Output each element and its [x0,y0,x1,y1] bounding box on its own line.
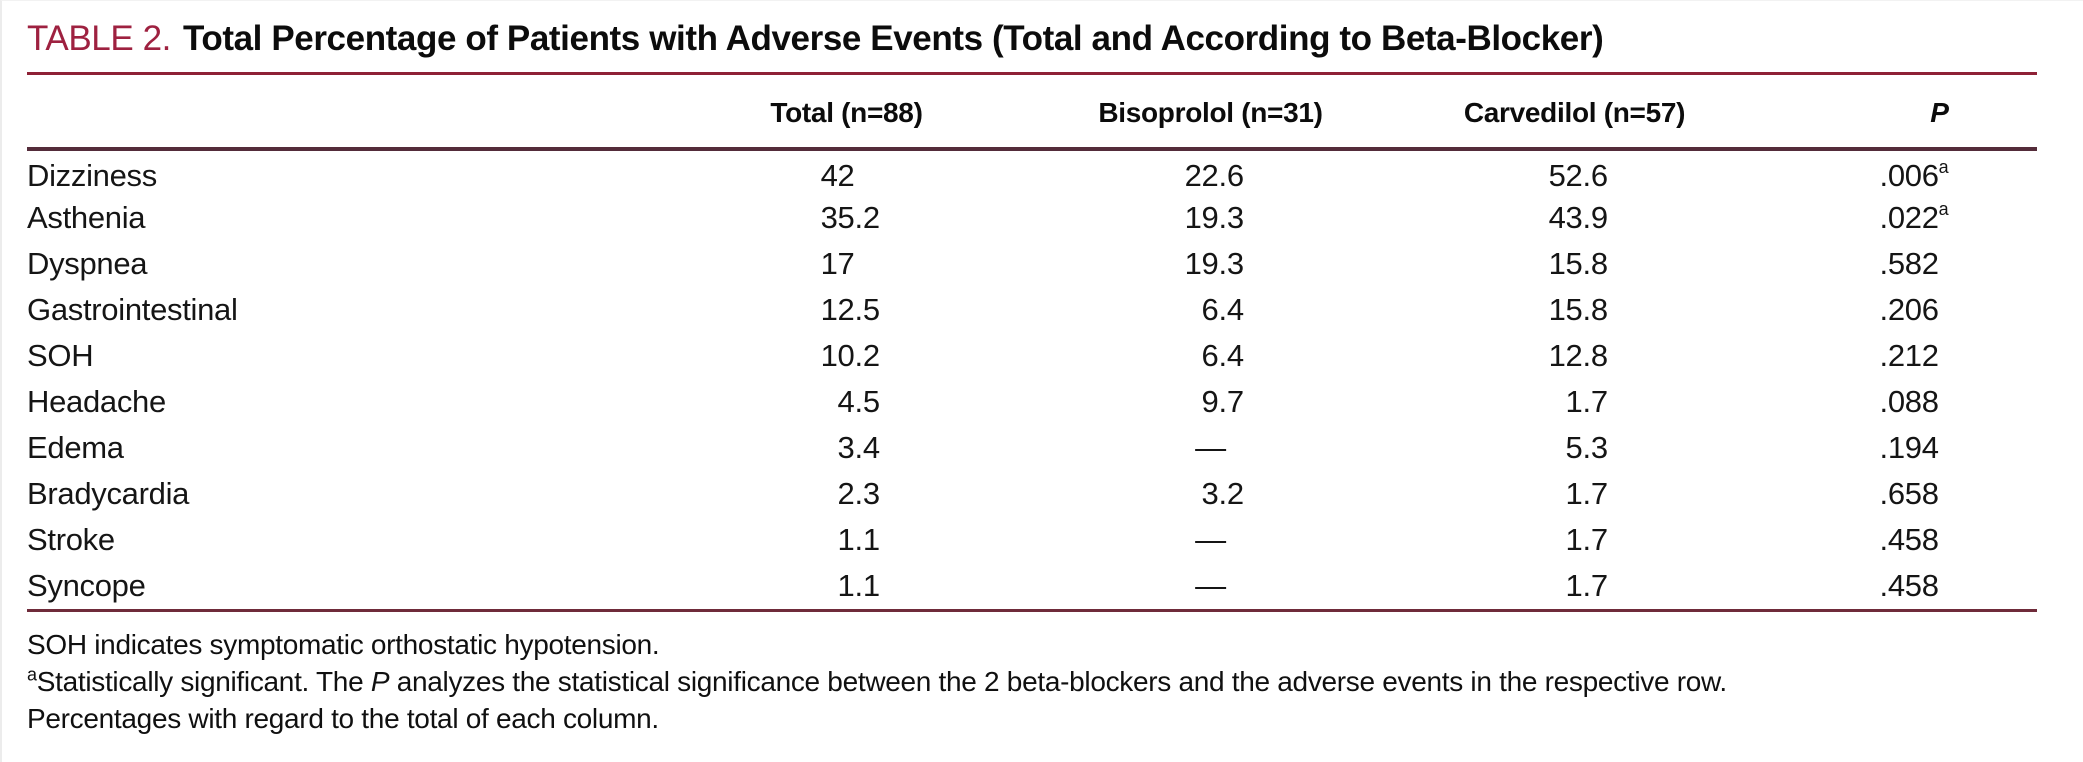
p-value-cell: .194 [1879,430,1939,465]
footnotes: SOH indicates symptomatic orthostatic hy… [27,626,2035,737]
footnote-superscript-a: a [27,664,37,685]
table-number-label: TABLE 2. [27,19,171,58]
row-label-cell: SOH [27,338,94,373]
top-rule [27,72,2037,75]
carvedilol-cell: 52.6 [1548,158,1608,193]
carvedilol-cell: 12.8 [1548,338,1608,373]
adverse-events-table: Total (n=88) Bisoprolol (n=31) Carvedilo… [27,75,2037,609]
table-row: SOH 10.2 6.4 12.8 .212 [27,333,2037,379]
p-value-cell: .582 [1879,246,1939,281]
total-cell: 3.4 [837,430,881,465]
total-cell: 1.1 [837,568,881,603]
row-label-cell: Dizziness [27,158,157,193]
footnote-significance: aStatistically significant. The P analyz… [27,664,1727,697]
total-cell: 12.5 [820,292,880,327]
total-cell: 35.2 [820,200,880,235]
row-label-cell: Dyspnea [27,246,148,281]
bisoprolol-cell: 19.3 [1184,246,1244,281]
bisoprolol-cell: 22.6 [1184,158,1244,193]
bisoprolol-cell: — [1195,430,1226,465]
bisoprolol-cell: 3.2 [1201,476,1245,511]
p-value-cell: .458 [1879,568,1939,603]
table-row: Dyspnea 17 19.3 15.8 .582 [27,241,2037,287]
footnote-soh: SOH indicates symptomatic orthostatic hy… [27,629,660,660]
table-row: Asthenia 35.2 19.3 43.9 .022 a [27,195,2037,241]
table-body: Dizziness 42 22.6 52.6 .006 a Asthenia 35… [27,149,2037,609]
bisoprolol-cell: 6.4 [1201,292,1245,327]
table-row: Syncope 1.1 — 1.7 .458 [27,563,2037,609]
footnote-percentages: Percentages with regard to the total of … [27,703,659,734]
table-row: Edema 3.4 — 5.3 .194 [27,425,2037,471]
p-value-cell: .088 [1879,384,1939,419]
row-label-cell: Gastrointestinal [27,292,238,327]
table-row: Bradycardia 2.3 3.2 1.7 .658 [27,471,2037,517]
row-label-cell: Headache [27,384,166,419]
table-row: Headache 4.5 9.7 1.7 .088 [27,379,2037,425]
bisoprolol-cell: — [1195,568,1226,603]
bottom-rule [27,609,2037,612]
carvedilol-cell: 1.7 [1565,476,1609,511]
row-label-cell: Stroke [27,522,115,557]
total-cell: 2.3 [837,476,881,511]
carvedilol-cell: 15.8 [1548,292,1608,327]
total-cell: 4.5 [837,384,881,419]
p-italic: P [370,666,390,697]
carvedilol-cell: 5.3 [1565,430,1609,465]
header-empty [27,75,664,151]
table-header-row: Total (n=88) Bisoprolol (n=31) Carvedilo… [27,75,2037,151]
row-label-cell: Syncope [27,568,146,603]
header-bisoprolol: Bisoprolol (n=31) [1029,75,1392,151]
header-total: Total (n=88) [664,75,1029,151]
p-value-cell: .212 [1879,338,1939,373]
bisoprolol-cell: 9.7 [1201,384,1245,419]
total-cell: 17 [820,246,855,281]
bisoprolol-cell: 19.3 [1184,200,1244,235]
row-label-cell: Asthenia [27,200,146,235]
carvedilol-cell: 43.9 [1548,200,1608,235]
p-value-cell: .458 [1879,522,1939,557]
table-caption: TABLE 2. Total Percentage of Patients wit… [27,17,2035,72]
p-value-cell: .022 a [1879,199,1949,235]
carvedilol-cell: 15.8 [1548,246,1608,281]
carvedilol-cell: 1.7 [1565,522,1609,557]
header-carvedilol: Carvedilol (n=57) [1392,75,1757,151]
total-cell: 42 [820,158,855,193]
header-p-value: P [1757,75,2037,151]
row-label-cell: Bradycardia [27,476,190,511]
p-value-cell: .658 [1879,476,1939,511]
row-label-cell: Edema [27,430,124,465]
p-value-cell: .206 [1879,292,1939,327]
table-row: Gastrointestinal 12.5 6.4 15.8 .206 [27,287,2037,333]
table-row: Stroke 1.1 — 1.7 .458 [27,517,2037,563]
carvedilol-cell: 1.7 [1565,568,1609,603]
p-value-cell: .006 a [1879,157,1949,193]
table-title: Total Percentage of Patients with Advers… [183,19,1604,58]
total-cell: 1.1 [837,522,881,557]
bisoprolol-cell: 6.4 [1201,338,1245,373]
carvedilol-cell: 1.7 [1565,384,1609,419]
table-row: Dizziness 42 22.6 52.6 .006 a [27,149,2037,195]
total-cell: 10.2 [820,338,880,373]
bisoprolol-cell: — [1195,522,1226,557]
